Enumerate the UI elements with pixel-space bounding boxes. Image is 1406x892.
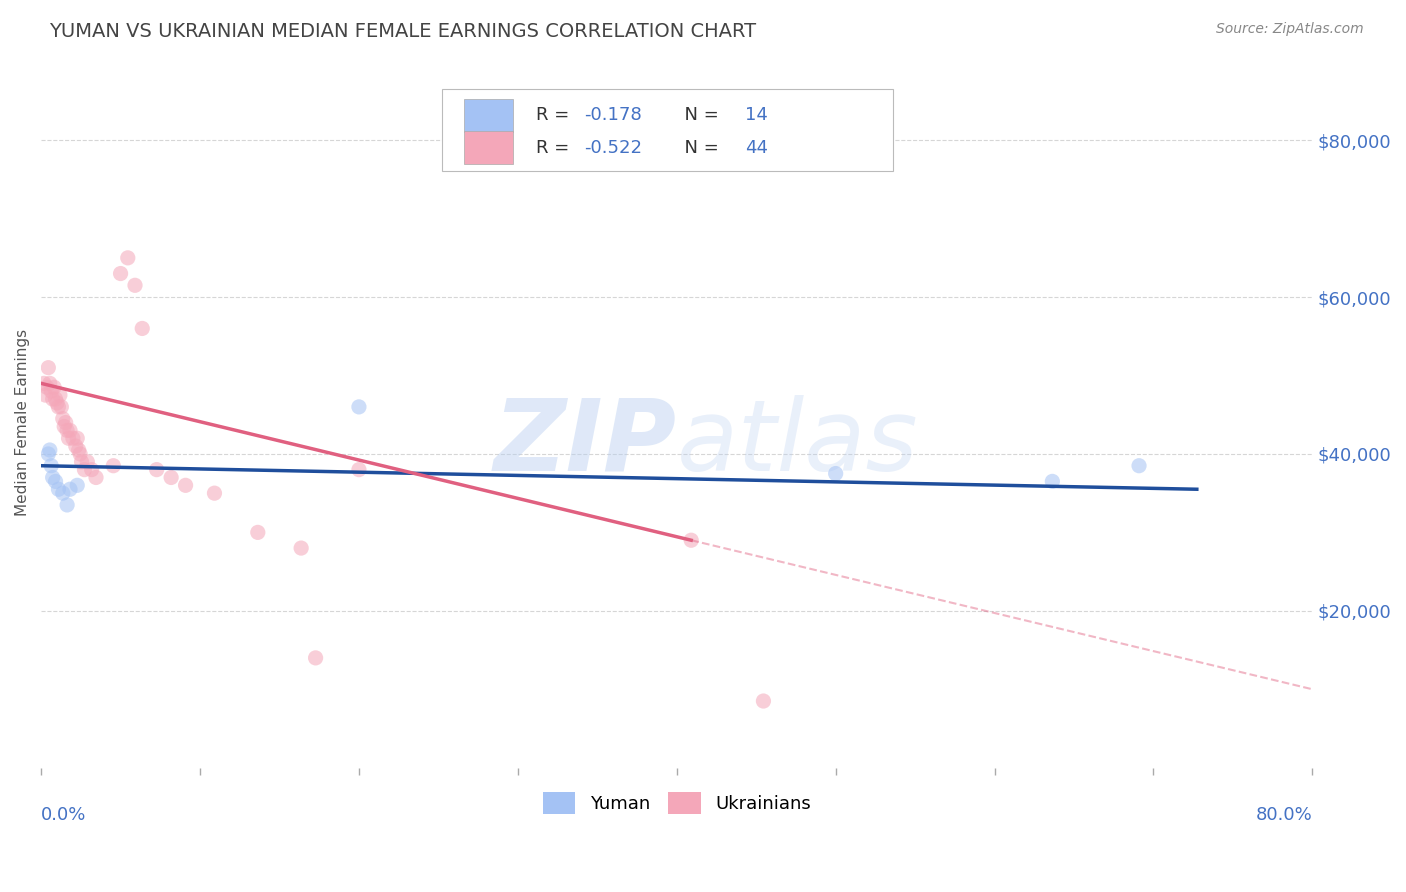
Point <box>76 455 98 469</box>
Point <box>38 443 60 458</box>
Point <box>35 380 58 394</box>
Point <box>124 278 146 293</box>
Point <box>66 431 89 445</box>
Point <box>59 424 82 438</box>
Point <box>1040 475 1063 489</box>
Point <box>34 388 56 402</box>
Point <box>246 525 269 540</box>
Point <box>70 455 93 469</box>
Point <box>45 475 67 489</box>
Point <box>51 400 73 414</box>
Text: atlas: atlas <box>676 395 918 491</box>
Point <box>110 267 132 281</box>
Point <box>37 360 59 375</box>
Point <box>41 470 63 484</box>
Point <box>46 396 69 410</box>
Text: YUMAN VS UKRAINIAN MEDIAN FEMALE EARNINGS CORRELATION CHART: YUMAN VS UKRAINIAN MEDIAN FEMALE EARNING… <box>49 22 756 41</box>
Point <box>65 439 87 453</box>
Point <box>160 470 183 484</box>
Point <box>69 447 91 461</box>
Point <box>117 251 139 265</box>
FancyBboxPatch shape <box>464 99 513 132</box>
Point <box>103 458 125 473</box>
Text: Source: ZipAtlas.com: Source: ZipAtlas.com <box>1216 22 1364 37</box>
Point <box>59 482 82 496</box>
Legend: Yuman, Ukrainians: Yuman, Ukrainians <box>536 784 818 821</box>
Point <box>52 411 75 425</box>
Point <box>56 498 79 512</box>
Point <box>80 462 103 476</box>
Text: -0.522: -0.522 <box>583 139 643 157</box>
Point <box>39 458 62 473</box>
Point <box>204 486 226 500</box>
Text: N =: N = <box>673 106 724 124</box>
Point <box>48 400 70 414</box>
Point <box>32 376 55 391</box>
Text: ZIP: ZIP <box>494 395 676 491</box>
Point <box>174 478 197 492</box>
Text: R =: R = <box>536 106 575 124</box>
Point <box>52 486 75 500</box>
Point <box>1128 458 1150 473</box>
Text: 0.0%: 0.0% <box>41 805 87 823</box>
Point <box>56 424 79 438</box>
Y-axis label: Median Female Earnings: Median Female Earnings <box>15 329 30 516</box>
Point <box>37 447 59 461</box>
Point <box>145 462 167 476</box>
Point <box>38 376 60 391</box>
Point <box>66 478 89 492</box>
Point <box>67 443 90 458</box>
Text: N =: N = <box>673 139 724 157</box>
Point <box>62 431 84 445</box>
Point <box>347 462 370 476</box>
Point <box>84 470 107 484</box>
Point <box>42 380 65 394</box>
Point <box>39 384 62 399</box>
Point <box>58 431 80 445</box>
Point <box>304 651 326 665</box>
Text: R =: R = <box>536 139 575 157</box>
Point <box>290 541 312 555</box>
Point <box>45 392 67 406</box>
Text: -0.178: -0.178 <box>583 106 641 124</box>
Point <box>131 321 153 335</box>
Point <box>41 392 63 406</box>
Text: 14: 14 <box>745 106 768 124</box>
Point <box>73 462 96 476</box>
Text: 80.0%: 80.0% <box>1256 805 1312 823</box>
Point <box>55 416 77 430</box>
Text: 44: 44 <box>745 139 769 157</box>
Point <box>53 419 76 434</box>
Point <box>347 400 370 414</box>
Point <box>824 467 846 481</box>
FancyBboxPatch shape <box>441 89 893 170</box>
Point <box>752 694 775 708</box>
Point <box>681 533 703 548</box>
Point <box>49 388 72 402</box>
FancyBboxPatch shape <box>464 131 513 164</box>
Point <box>48 482 70 496</box>
